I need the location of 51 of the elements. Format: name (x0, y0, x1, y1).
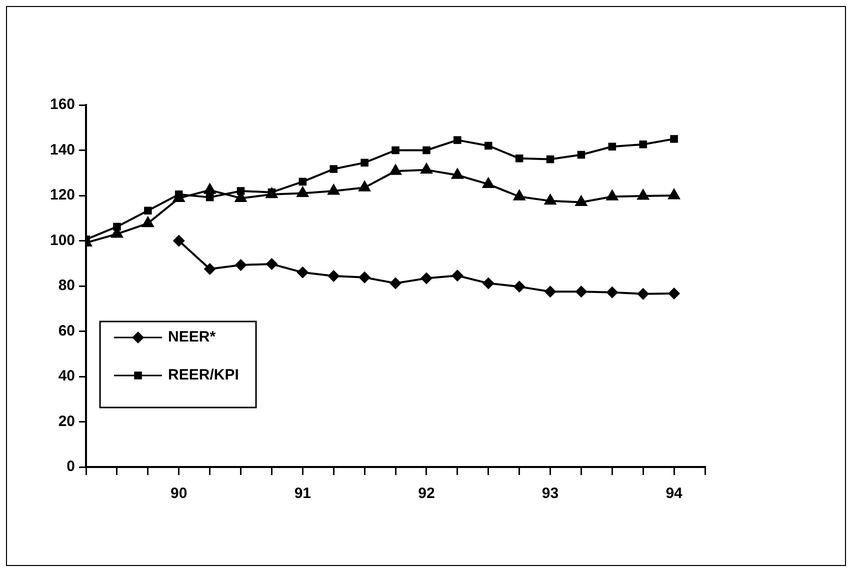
point (420, 272, 432, 284)
y-tick-label: 160 (50, 96, 76, 114)
point (392, 146, 400, 154)
point (484, 142, 492, 150)
point (577, 150, 586, 159)
y-tick-label: 80 (58, 277, 76, 294)
y-tick-label: 0 (66, 458, 76, 476)
x-tick-label: 94 (666, 485, 684, 502)
x-tick-label: 93 (542, 485, 559, 502)
point (328, 270, 340, 282)
point (330, 165, 338, 173)
point (546, 155, 554, 164)
point (358, 271, 371, 284)
y-tick-label: 20 (58, 412, 76, 430)
point (422, 146, 430, 154)
y-tick-label: 140 (50, 141, 76, 158)
point (234, 258, 247, 271)
point (144, 206, 152, 215)
point (639, 140, 647, 148)
point (206, 193, 214, 202)
y-tick-label: 120 (50, 186, 76, 204)
point (482, 277, 494, 290)
point (451, 270, 464, 282)
point (296, 266, 309, 278)
point (670, 135, 678, 143)
point (454, 136, 462, 144)
point (606, 286, 618, 298)
point (513, 280, 526, 293)
y-tick-label: 100 (50, 232, 76, 249)
y-tick-label: 40 (58, 368, 76, 385)
point (515, 154, 524, 162)
point (668, 287, 680, 300)
point (360, 158, 368, 167)
point (544, 286, 556, 298)
point (174, 190, 183, 198)
legend-label: NEER* (168, 328, 216, 346)
point (637, 288, 650, 300)
point (390, 277, 402, 290)
legend-label: REER/KPI (168, 366, 239, 384)
point (575, 286, 588, 298)
point (204, 263, 216, 276)
x-tick-label: 91 (294, 485, 312, 502)
point (172, 234, 185, 247)
point (113, 222, 121, 231)
point (298, 178, 307, 186)
point (236, 187, 245, 195)
point (266, 258, 278, 270)
point (608, 142, 616, 151)
x-tick-label: 90 (170, 485, 188, 502)
y-tick-label: 60 (58, 322, 76, 340)
x-tick-label: 92 (418, 485, 435, 502)
